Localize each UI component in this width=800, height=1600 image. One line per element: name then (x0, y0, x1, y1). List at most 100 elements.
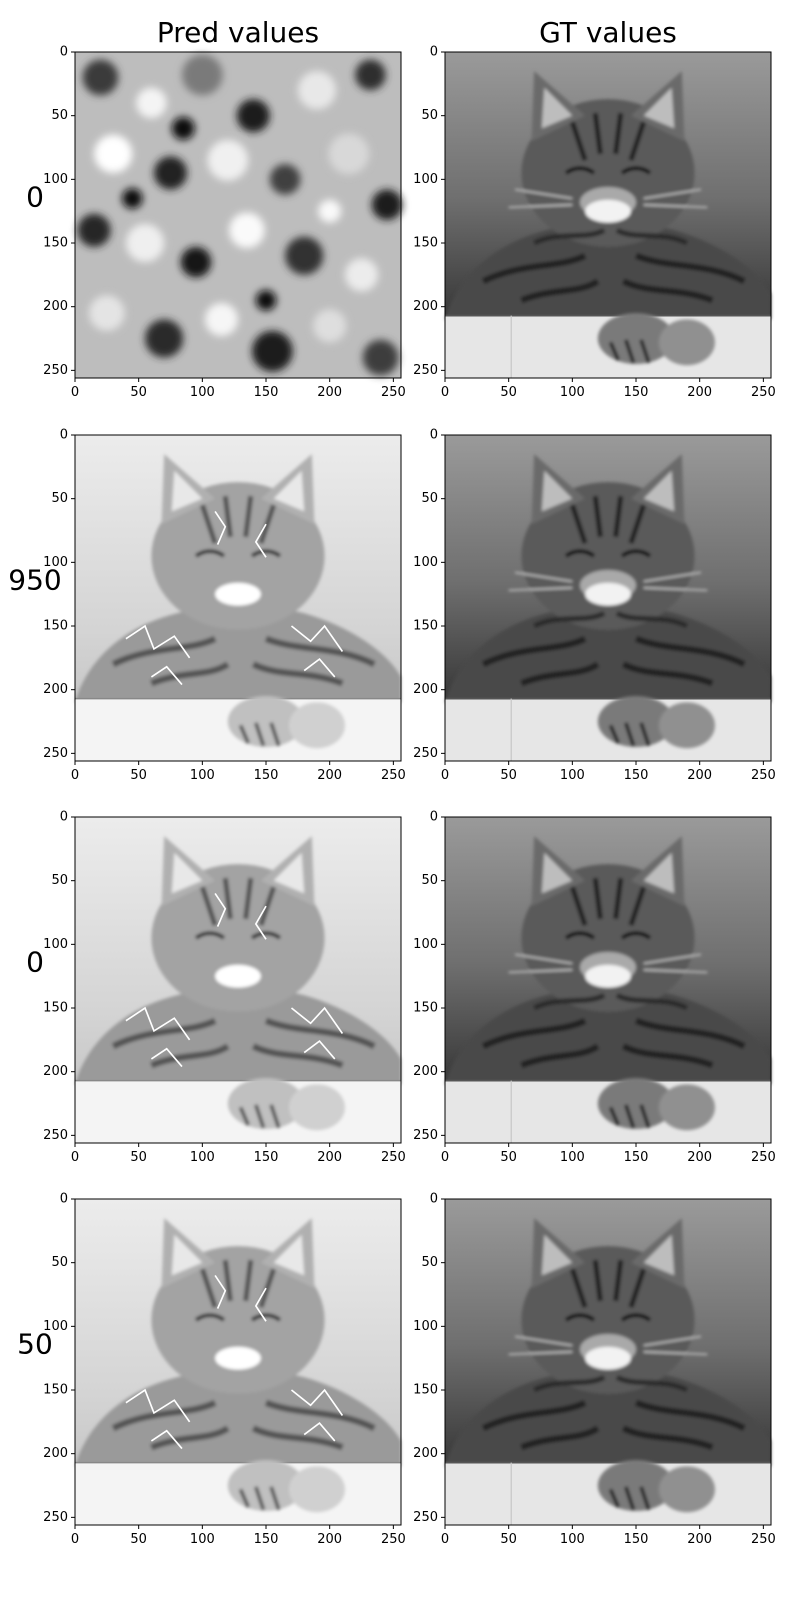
y-tick-label: 50 (421, 873, 438, 888)
x-tick-label: 50 (500, 385, 517, 400)
image-content (445, 817, 771, 1143)
x-tick-label: 200 (687, 385, 712, 400)
x-tick-label: 200 (317, 385, 342, 400)
axes-frame (74, 51, 402, 379)
x-tick-label: 250 (751, 1150, 776, 1165)
x-tick-label: 50 (130, 1150, 147, 1165)
x-tick-label: 150 (624, 1150, 649, 1165)
image-content (445, 435, 771, 761)
y-tick-label: 0 (430, 45, 438, 60)
y-tick-label: 250 (43, 1128, 68, 1143)
x-tick-label: 100 (560, 768, 585, 783)
x-tick-label: 50 (130, 1532, 147, 1547)
y-tick-label: 150 (43, 1383, 68, 1398)
column-title: Pred values (157, 16, 319, 49)
x-tick-label: 200 (687, 768, 712, 783)
x-tick-label: 250 (381, 1150, 406, 1165)
image-content (75, 52, 402, 378)
x-tick-label: 150 (624, 385, 649, 400)
x-tick-label: 100 (190, 1150, 215, 1165)
y-tick-label: 250 (413, 1128, 438, 1143)
x-tick-label: 50 (500, 768, 517, 783)
y-tick-label: 250 (43, 746, 68, 761)
y-tick-label: 50 (51, 108, 68, 123)
y-tick-label: 50 (51, 1255, 68, 1270)
y-tick-label: 200 (413, 299, 438, 314)
x-tick-label: 150 (624, 768, 649, 783)
x-tick-label: 100 (190, 385, 215, 400)
x-tick-label: 250 (751, 1532, 776, 1547)
row-label: 0 (26, 181, 44, 214)
y-tick-label: 100 (43, 555, 68, 570)
y-tick-label: 250 (43, 363, 68, 378)
x-tick-label: 50 (500, 1532, 517, 1547)
y-tick-label: 150 (413, 619, 438, 634)
x-tick-label: 50 (500, 1150, 517, 1165)
row-label: 950 (8, 564, 61, 597)
x-tick-label: 50 (130, 385, 147, 400)
image-content (75, 1199, 401, 1525)
x-tick-label: 250 (381, 385, 406, 400)
y-tick-label: 200 (43, 1446, 68, 1461)
y-tick-label: 250 (413, 1510, 438, 1525)
x-tick-label: 200 (317, 768, 342, 783)
x-tick-label: 200 (687, 1532, 712, 1547)
x-tick-label: 100 (560, 385, 585, 400)
x-tick-label: 250 (381, 1532, 406, 1547)
image-content (75, 435, 401, 761)
y-tick-label: 100 (413, 172, 438, 187)
y-tick-label: 100 (413, 937, 438, 952)
x-tick-label: 200 (317, 1150, 342, 1165)
x-tick-label: 200 (687, 1150, 712, 1165)
x-tick-label: 0 (441, 768, 449, 783)
y-tick-label: 0 (60, 1192, 68, 1207)
axes-frame (444, 434, 772, 762)
y-tick-label: 250 (43, 1510, 68, 1525)
axes-frame (74, 1198, 402, 1526)
y-tick-label: 0 (60, 45, 68, 60)
y-tick-label: 100 (43, 172, 68, 187)
x-tick-label: 150 (254, 768, 279, 783)
y-tick-label: 0 (430, 1192, 438, 1207)
y-tick-label: 250 (413, 746, 438, 761)
y-tick-label: 200 (413, 1446, 438, 1461)
x-tick-label: 100 (190, 768, 215, 783)
y-tick-label: 250 (413, 363, 438, 378)
y-tick-label: 150 (43, 236, 68, 251)
y-tick-label: 200 (413, 1064, 438, 1079)
axes-frame (444, 51, 772, 379)
y-tick-label: 50 (51, 873, 68, 888)
y-tick-label: 200 (43, 299, 68, 314)
row-label: 50 (17, 1328, 53, 1361)
y-tick-label: 150 (413, 236, 438, 251)
image-content (445, 1199, 771, 1525)
x-tick-label: 0 (441, 1150, 449, 1165)
x-tick-label: 250 (381, 768, 406, 783)
image-content (75, 817, 401, 1143)
y-tick-label: 150 (413, 1383, 438, 1398)
x-tick-label: 150 (624, 1532, 649, 1547)
y-tick-label: 100 (413, 1319, 438, 1334)
x-tick-label: 0 (441, 1532, 449, 1547)
y-tick-label: 150 (413, 1001, 438, 1016)
y-tick-label: 200 (43, 1064, 68, 1079)
axes-frame (74, 434, 402, 762)
y-tick-label: 50 (421, 108, 438, 123)
axes-frame (444, 816, 772, 1144)
y-tick-label: 100 (43, 937, 68, 952)
y-tick-label: 0 (430, 810, 438, 825)
y-tick-label: 50 (421, 491, 438, 506)
x-tick-label: 0 (441, 385, 449, 400)
column-title: GT values (539, 16, 677, 49)
x-tick-label: 200 (317, 1532, 342, 1547)
x-tick-label: 250 (751, 768, 776, 783)
y-tick-label: 0 (60, 428, 68, 443)
y-tick-label: 150 (43, 1001, 68, 1016)
y-tick-label: 100 (413, 555, 438, 570)
